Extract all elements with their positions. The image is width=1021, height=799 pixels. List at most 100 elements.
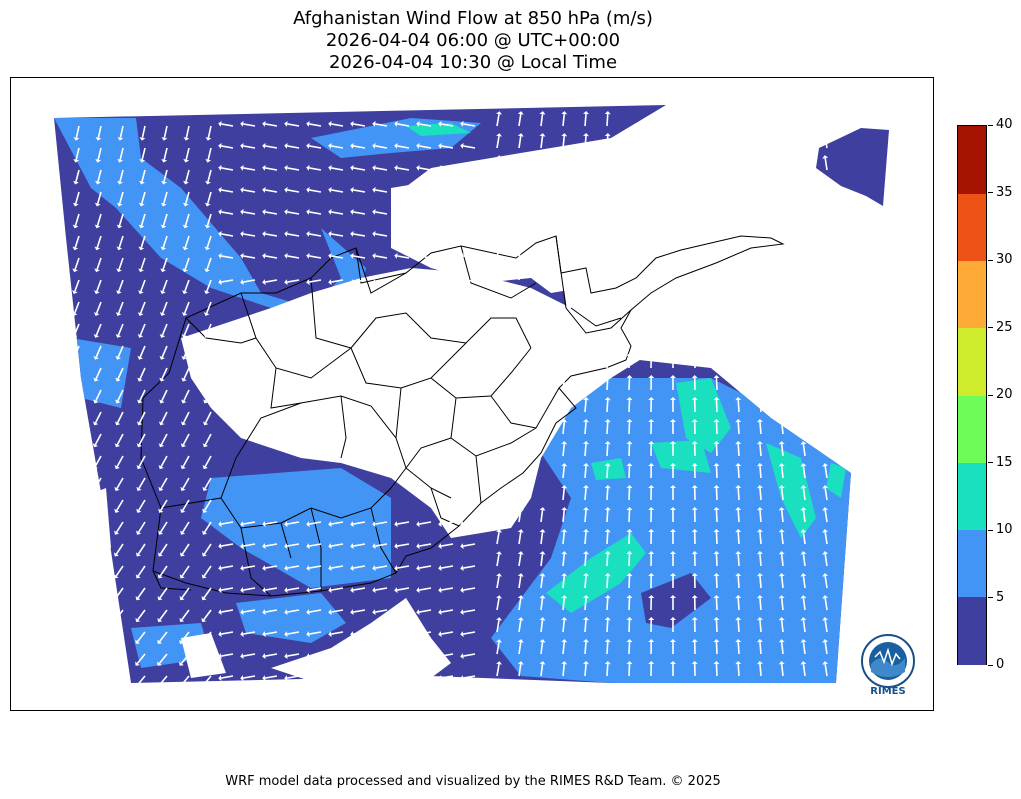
wind-arrow — [518, 136, 522, 149]
wind-arrow-head — [138, 290, 144, 295]
wind-arrow — [287, 123, 300, 127]
wind-arrow — [353, 609, 366, 613]
wind-arrow — [221, 609, 234, 613]
wind-arrow-head — [205, 158, 212, 163]
wind-arrow-head — [756, 617, 763, 621]
wind-arrow — [309, 145, 322, 149]
wind-arrow — [243, 145, 256, 149]
wind-arrow-head — [713, 507, 720, 511]
wind-arrow — [780, 575, 784, 589]
wind-arrow — [824, 554, 828, 567]
wind-arrow-head — [669, 353, 676, 357]
wind-arrow-head — [517, 155, 524, 159]
wind-arrow-head — [91, 683, 96, 688]
wind-arrow-head — [517, 133, 524, 137]
wind-arrow — [518, 642, 522, 655]
wind-arrow — [824, 532, 828, 545]
wind-arrow — [375, 233, 388, 237]
wind-arrow — [715, 597, 718, 611]
wind-arrow — [243, 653, 256, 657]
colorbar — [957, 125, 987, 665]
wind-arrow — [243, 521, 256, 525]
colorbar-tick — [988, 462, 993, 463]
wind-arrow — [375, 211, 388, 215]
wind-arrow-head — [160, 202, 167, 207]
wind-arrow-head — [691, 353, 698, 357]
wind-arrow-head — [648, 463, 655, 467]
wind-arrow-head — [822, 661, 829, 665]
wind-arrow-head — [328, 609, 332, 616]
wind-arrow-head — [460, 208, 464, 215]
wind-arrow — [331, 521, 344, 525]
wind-arrow-head — [416, 164, 420, 171]
wind-arrow — [737, 509, 740, 523]
wind-arrow-head — [135, 683, 140, 688]
wind-arrow-head — [822, 463, 829, 467]
wind-arrow-head — [284, 521, 288, 528]
wind-arrow — [162, 257, 168, 270]
wind-arrow-head — [669, 507, 676, 511]
wind-arrow — [759, 355, 762, 369]
wind-arrow — [375, 653, 388, 657]
wind-arrow — [118, 213, 124, 226]
wind-arrow — [265, 189, 278, 193]
wind-arrow — [287, 255, 300, 259]
wind-arrow-head — [438, 587, 442, 594]
wind-arrow — [71, 543, 80, 555]
wind-arrow-head — [328, 565, 332, 572]
wind-arrow — [397, 167, 410, 171]
wind-arrow-head — [778, 463, 785, 467]
wind-arrow — [496, 620, 500, 633]
wind-arrow — [715, 355, 718, 369]
wind-arrow-head — [460, 164, 464, 171]
wind-arrow-head — [778, 595, 785, 599]
wind-arrow-head — [669, 639, 676, 643]
wind-arrow — [162, 213, 168, 226]
wind-arrow — [243, 543, 256, 547]
wind-arrow-head — [583, 573, 589, 577]
wind-arrow-head — [372, 230, 376, 237]
wind-arrow — [824, 422, 828, 435]
wind-arrow — [93, 543, 102, 555]
wind-arrow-head — [604, 353, 611, 357]
wind-arrow — [780, 377, 784, 391]
wind-arrow-head — [822, 155, 829, 159]
wind-arrow-head — [561, 419, 568, 423]
wind-arrow-head — [181, 399, 187, 404]
wind-arrow — [562, 179, 566, 193]
wind-arrow-head — [159, 399, 165, 404]
wind-arrow-head — [205, 137, 212, 141]
wind-arrow — [518, 664, 522, 677]
wind-arrow-head — [561, 375, 568, 379]
wind-arrow — [117, 367, 124, 380]
wind-arrow-head — [328, 631, 332, 638]
wind-arrow — [584, 179, 587, 193]
wind-arrow-head — [735, 441, 742, 445]
wind-arrow — [584, 399, 587, 413]
wind-arrow — [287, 521, 300, 525]
wind-arrow — [463, 631, 476, 635]
wind-arrow-head — [438, 631, 442, 638]
wind-arrow-head — [438, 208, 442, 215]
wind-arrow-head — [735, 419, 742, 423]
wind-arrow — [802, 575, 806, 589]
wind-arrow — [737, 465, 740, 479]
wind-arrow-head — [756, 177, 763, 181]
wind-arrow-head — [284, 653, 288, 660]
wind-arrow — [802, 619, 806, 633]
wind-arrow — [182, 499, 190, 511]
colorbar-tick — [988, 664, 993, 666]
wind-arrow — [518, 224, 522, 237]
wind-arrow-head — [183, 137, 190, 141]
wind-arrow-head — [517, 639, 524, 643]
wind-arrow-head — [626, 661, 633, 665]
wind-arrow-head — [114, 421, 121, 426]
wind-arrow — [375, 279, 388, 283]
wind-arrow — [73, 345, 80, 358]
wind-arrow — [206, 191, 212, 204]
wind-arrow — [540, 245, 544, 259]
wind-arrow — [94, 455, 102, 467]
wind-arrow-head — [158, 421, 165, 426]
wind-arrow — [139, 367, 146, 380]
wind-arrow — [562, 377, 566, 391]
